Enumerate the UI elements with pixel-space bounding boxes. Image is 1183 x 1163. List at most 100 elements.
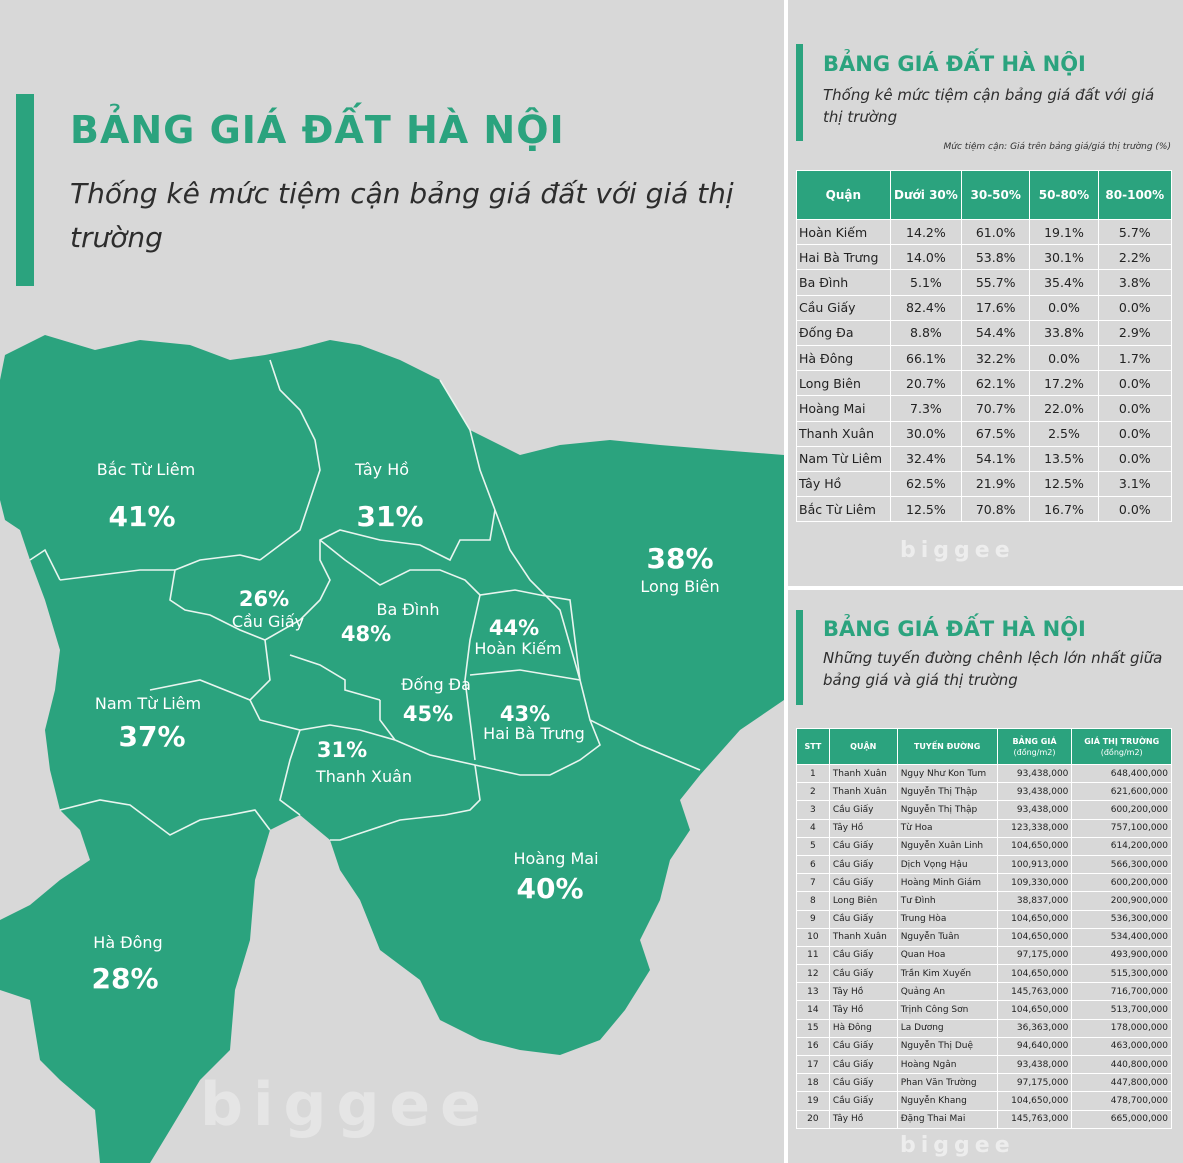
street-cell: Nguyễn Tuân — [896, 927, 998, 947]
stt-cell: 14 — [796, 1000, 830, 1020]
card-accent-bar — [796, 44, 803, 141]
table-row: 1 Thanh Xuân Ngụy Như Kon Tum 93,438,000 648… — [796, 763, 1172, 784]
market-price-cell: 178,000,000 — [1071, 1018, 1172, 1038]
map-outline — [0, 335, 784, 1163]
percent-cell: 0.0% — [1029, 344, 1099, 372]
district-pct-thanh-xuan: 31% — [317, 738, 367, 762]
percent-cell: 32.4% — [889, 445, 963, 472]
streets-table: STT QUẬN TUYẾN ĐƯỜNG BẢNG GIÁ (đồng/m2) … — [796, 728, 1172, 1129]
district-cell: Thanh Xuân — [828, 927, 898, 947]
market-price-cell: 600,200,000 — [1071, 800, 1172, 820]
table-row: 17 Cầu Giấy Hoàng Ngân 93,438,000 440,800,00… — [796, 1054, 1172, 1075]
table-row: 5 Cầu Giấy Nguyễn Xuân Linh 104,650,000 614,… — [796, 836, 1172, 856]
list-price-cell: 104,650,000 — [996, 927, 1073, 947]
table-row: 20 Tây Hồ Đặng Thai Mai 145,763,000 665,000,… — [796, 1109, 1172, 1129]
percent-cell: 3.8% — [1097, 269, 1173, 296]
percent-cell: 70.7% — [961, 395, 1031, 422]
list-price-cell: 93,438,000 — [996, 800, 1073, 820]
district-cell: Thanh Xuân — [796, 420, 891, 447]
percent-cell: 32.2% — [961, 344, 1031, 372]
card-accent-bar — [796, 610, 803, 705]
district-cell: Hoàng Mai — [796, 395, 891, 422]
table-note: Mức tiệm cận: Giá trên bảng giá/giá thị … — [943, 142, 1171, 152]
percent-cell: 82.4% — [889, 294, 963, 321]
table-header-row: STT QUẬN TUYẾN ĐƯỜNG BẢNG GIÁ (đồng/m2) … — [796, 728, 1172, 765]
street-cell: Hoàng Minh Giám — [896, 873, 998, 893]
percent-cell: 0.0% — [1029, 294, 1099, 321]
street-cell: La Dương — [896, 1018, 998, 1038]
district-cell: Cầu Giấy — [828, 800, 898, 820]
percent-cell: 2.9% — [1097, 319, 1173, 346]
district-cell: Ba Đình — [796, 269, 891, 296]
district-borders — [29, 359, 701, 841]
market-price-cell: 534,400,000 — [1071, 927, 1172, 947]
percent-cell: 5.7% — [1097, 218, 1173, 246]
district-cell: Cầu Giấy — [828, 873, 898, 893]
street-cell: Trần Kim Xuyến — [896, 964, 998, 984]
title-accent-bar — [16, 94, 34, 286]
list-price-cell: 38,837,000 — [996, 891, 1073, 911]
district-pct-hoang-mai: 40% — [516, 872, 583, 905]
street-cell: Nguyễn Xuân Linh — [896, 836, 998, 856]
table-row: Hoàng Mai 7.3% 70.7% 22.0% 0.0% — [796, 395, 1173, 422]
district-pct-nam-tu-liem: 37% — [118, 720, 185, 753]
stt-cell: 16 — [796, 1036, 830, 1057]
list-price-cell: 104,650,000 — [996, 909, 1073, 929]
table-row: 12 Cầu Giấy Trần Kim Xuyến 104,650,000 515,3… — [796, 964, 1172, 984]
percent-cell: 14.2% — [889, 218, 963, 246]
list-price-cell: 123,338,000 — [996, 818, 1073, 838]
street-cell: Dịch Vọng Hậu — [896, 854, 998, 875]
district-cell: Tây Hồ — [828, 982, 898, 1002]
street-cell: Nguyễn Thị Thập — [896, 800, 998, 820]
percent-cell: 19.1% — [1029, 218, 1099, 246]
percent-cell: 12.5% — [889, 496, 963, 523]
district-cell: Cầu Giấy — [828, 1054, 898, 1075]
street-cell: Trịnh Công Sơn — [896, 1000, 998, 1020]
stt-cell: 12 — [796, 964, 830, 984]
market-price-cell: 447,800,000 — [1071, 1073, 1172, 1093]
table-row: 15 Hà Đông La Dương 36,363,000 178,000,000 — [796, 1018, 1172, 1038]
list-price-cell: 36,363,000 — [996, 1018, 1073, 1038]
col-header-quan: QUẬN — [828, 728, 898, 765]
percent-cell: 54.4% — [961, 319, 1031, 346]
district-pct-bac-tu-liem: 41% — [108, 500, 175, 533]
percent-cell: 12.5% — [1029, 470, 1099, 498]
street-cell: Nguyễn Thị Thập — [896, 782, 998, 802]
stt-cell: 11 — [796, 945, 830, 966]
map-panel: Bắc Từ Liêm 41% Tây Hồ 31% 38% Long Biên… — [0, 0, 784, 1163]
watermark-logo: biggee — [200, 1070, 491, 1140]
district-pct-hai-ba-trung: 43% — [500, 702, 550, 726]
list-price-cell: 93,438,000 — [996, 1054, 1073, 1075]
table-row: Nam Từ Liêm 32.4% 54.1% 13.5% 0.0% — [796, 445, 1173, 472]
district-name-hoang-mai: Hoàng Mai — [513, 849, 598, 868]
market-price-cell: 621,600,000 — [1071, 782, 1172, 802]
district-name-nam-tu-liem: Nam Từ Liêm — [95, 694, 201, 713]
market-price-cell: 463,000,000 — [1071, 1036, 1172, 1057]
district-name-dong-da: Đống Đa — [401, 675, 471, 694]
col-header-unit: (đồng/m2) — [1013, 747, 1056, 757]
stt-cell: 6 — [796, 854, 830, 875]
col-header-label: BẢNG GIÁ — [1012, 736, 1057, 746]
table-row: 19 Cầu Giấy Nguyễn Khang 104,650,000 478,700… — [796, 1091, 1172, 1111]
street-cell: Nguyễn Thị Duệ — [896, 1036, 998, 1057]
table-row: 2 Thanh Xuân Nguyễn Thị Thập 93,438,000 621,… — [796, 782, 1172, 802]
district-cell: Cầu Giấy — [796, 294, 891, 321]
col-header-unit: (đồng/m2) — [1100, 747, 1143, 757]
market-price-cell: 536,300,000 — [1071, 909, 1172, 929]
district-cell: Hoàn Kiếm — [796, 218, 891, 246]
percent-cell: 35.4% — [1029, 269, 1099, 296]
district-cell: Long Biên — [796, 370, 891, 397]
percent-cell: 3.1% — [1097, 470, 1173, 498]
table-row: Ba Đình 5.1% 55.7% 35.4% 3.8% — [796, 269, 1173, 296]
stt-cell: 17 — [796, 1054, 830, 1075]
table-row: 7 Cầu Giấy Hoàng Minh Giám 109,330,000 600,2… — [796, 873, 1172, 893]
stt-cell: 4 — [796, 818, 830, 838]
percent-cell: 2.5% — [1029, 420, 1099, 447]
percent-cell: 14.0% — [889, 244, 963, 271]
col-header: 30-50% — [961, 170, 1031, 220]
district-pct-cau-giay: 26% — [239, 587, 289, 611]
list-price-cell: 100,913,000 — [996, 854, 1073, 875]
col-header: 80-100% — [1097, 170, 1173, 220]
watermark-logo: biggee — [900, 538, 1015, 563]
